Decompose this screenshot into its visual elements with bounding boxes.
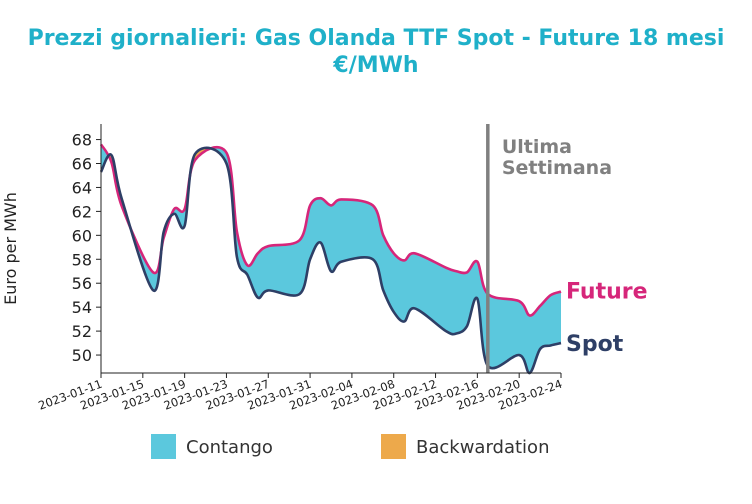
future-line — [99, 143, 562, 317]
legend-label: Backwardation — [416, 437, 549, 458]
legend-label: Contango — [186, 437, 273, 458]
annotation-line-1: Ultima — [502, 136, 572, 158]
future-series-label: Future — [566, 280, 648, 305]
chart-subtitle: €/MWh — [333, 53, 419, 78]
y-tick-label: 52 — [72, 322, 92, 341]
legend-swatch — [151, 434, 176, 459]
y-tick-label: 60 — [72, 226, 92, 245]
chart-title: Prezzi giornalieri: Gas Olanda TTF Spot … — [27, 26, 725, 51]
y-tick-label: 66 — [72, 155, 92, 174]
y-tick-label: 54 — [72, 298, 92, 317]
legend-swatch — [381, 434, 406, 459]
spot-series-label: Spot — [566, 332, 624, 357]
spot-line — [99, 146, 562, 375]
y-tick-label: 62 — [72, 202, 92, 221]
y-tick-label: 56 — [72, 274, 92, 293]
y-axis-label: Euro per MWh — [1, 192, 20, 305]
y-tick-label: 64 — [72, 178, 92, 197]
y-tick-label: 58 — [72, 250, 92, 269]
y-tick-label: 68 — [72, 131, 92, 150]
annotation-line-2: Settimana — [502, 157, 612, 179]
y-tick-label: 50 — [72, 346, 92, 365]
contango-area — [101, 144, 561, 374]
